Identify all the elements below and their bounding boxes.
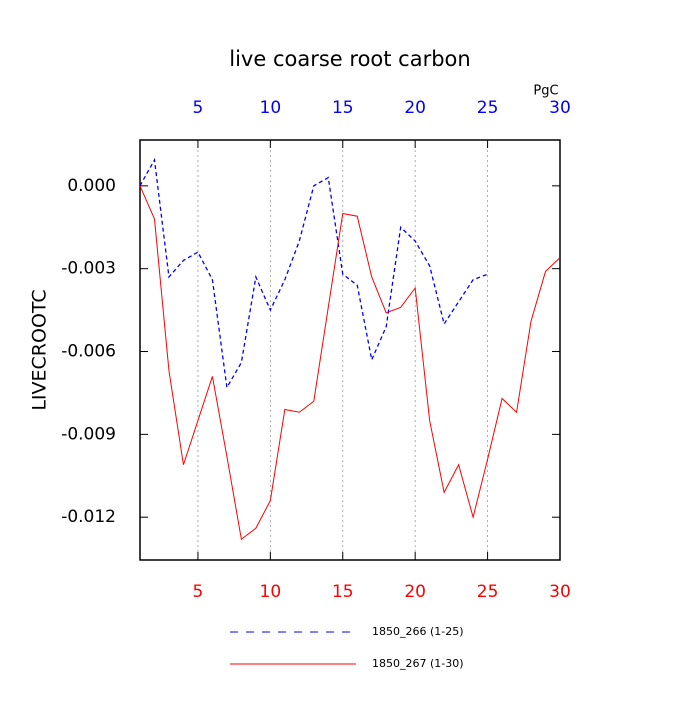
top-axis-label: PgC bbox=[533, 84, 558, 99]
x-top-tick-label: 15 bbox=[332, 98, 354, 118]
x-top-tick-label: 5 bbox=[193, 98, 204, 118]
plot-frame bbox=[139, 139, 561, 561]
y-tick-label: -0.006 bbox=[61, 342, 116, 362]
y-tick-label: 0.000 bbox=[67, 176, 116, 196]
x-tick-label: 15 bbox=[332, 582, 354, 602]
x-tick-label: 5 bbox=[193, 582, 204, 602]
y-tick-label: -0.012 bbox=[61, 507, 116, 527]
x-top-tick-label: 10 bbox=[260, 98, 282, 118]
data-line bbox=[139, 157, 488, 390]
x-tick-label: 25 bbox=[477, 582, 499, 602]
x-tick-label: 10 bbox=[260, 582, 282, 602]
y-tick-label: -0.003 bbox=[61, 259, 116, 279]
x-top-tick-label: 20 bbox=[404, 98, 426, 118]
x-top-tick-label: 25 bbox=[477, 98, 499, 118]
legend-label: 1850_267 (1-30) bbox=[372, 657, 464, 670]
y-tick-label: -0.009 bbox=[61, 424, 116, 444]
legend-label: 1850_266 (1-25) bbox=[372, 625, 464, 638]
y-axis-label: LIVECROOTC bbox=[29, 289, 51, 410]
chart-title: live coarse root carbon bbox=[229, 47, 470, 71]
x-tick-label: 30 bbox=[549, 582, 571, 602]
x-top-tick-label: 30 bbox=[549, 98, 571, 118]
data-line bbox=[139, 185, 561, 541]
x-tick-label: 20 bbox=[404, 582, 426, 602]
